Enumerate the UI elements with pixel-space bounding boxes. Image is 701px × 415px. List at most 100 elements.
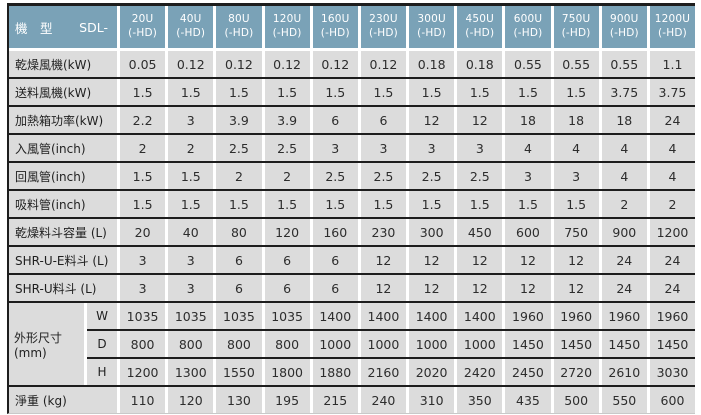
row-label: 乾燥風機(kW) (9, 51, 117, 77)
value-cell: 130 (216, 387, 262, 413)
value-cell: 1400 (409, 303, 455, 329)
value-cell: 3 (120, 247, 166, 273)
table-row: 加熱箱功率(kW) 2.2 3 3.9 3.9 6 6 12 12 18 18 18 24 (9, 105, 696, 133)
model-name: 450U (465, 13, 495, 26)
value-cell: 3 (553, 163, 599, 189)
value-cell: 2720 (553, 359, 599, 385)
value-cell: 0.05 (120, 51, 166, 77)
value-cell: 1000 (312, 331, 358, 357)
value-cell: 0.55 (553, 51, 599, 77)
value-cell: 3.9 (216, 107, 262, 133)
value-cell: 20 (120, 219, 166, 245)
column-header: 230U (-HD) (360, 6, 407, 48)
value-cell: 2 (649, 191, 696, 217)
value-cell: 1.5 (264, 79, 310, 105)
value-cell: 3030 (649, 359, 696, 385)
value-cell: 435 (505, 387, 551, 413)
value-cell: 3 (168, 107, 214, 133)
model-name: 600U (513, 13, 543, 26)
value-cell: 1.5 (120, 163, 166, 189)
value-cell: 1.5 (264, 191, 310, 217)
value-cell: 1300 (168, 359, 214, 385)
model-name: 120U (272, 13, 302, 26)
value-cell: 1.5 (216, 79, 262, 105)
table-row: 回風管(inch) 1.5 1.5 2 2 2.5 2.5 2.5 2.5 3 3 4 4 (9, 161, 696, 189)
model-name: 160U (321, 13, 350, 26)
value-cell: 600 (649, 387, 696, 413)
value-cell: 2 (168, 135, 214, 161)
value-cell: 1.5 (409, 191, 455, 217)
model-series-prefix: SDL- (79, 19, 108, 35)
model-variant: (-HD) (609, 27, 639, 39)
value-cell: 1960 (601, 303, 647, 329)
table-row: 吸料管(inch) 1.5 1.5 1.5 1.5 1.5 1.5 1.5 1.5 1.5 1.5 2… (9, 189, 696, 217)
model-variant: (-HD) (224, 27, 254, 39)
value-cell: 1000 (409, 331, 455, 357)
dimension-axis-label: H (87, 359, 117, 385)
model-variant: (-HD) (368, 27, 398, 39)
value-cell: 1800 (264, 359, 310, 385)
value-cell: 6 (264, 275, 310, 301)
value-cell: 1.5 (168, 191, 214, 217)
weight-row: 淨重 (kg) 110 120 130 195 215 240 310 350 435 500 550… (9, 385, 696, 413)
row-label: 吸料管(inch) (9, 191, 117, 217)
value-cell: 1.5 (409, 79, 455, 105)
model-name: 900U (610, 13, 639, 26)
value-cell: 1.5 (168, 79, 214, 105)
row-label: 回風管(inch) (9, 163, 117, 189)
value-cell: 1.5 (505, 79, 551, 105)
spec-table: 機 型 SDL- 20U (-HD) 40U (-HD) 80U (-HD) 120U (-H… (7, 3, 696, 414)
value-cell: 1000 (457, 331, 503, 357)
model-name: 750U (561, 13, 591, 26)
value-cell: 3 (409, 135, 455, 161)
value-cell: 2.5 (216, 135, 262, 161)
model-type-label: 機 型 (15, 20, 53, 36)
model-name: 80U (228, 13, 250, 26)
value-cell: 3 (168, 247, 214, 273)
model-variant: (-HD) (128, 27, 158, 39)
value-cell: 0.12 (312, 51, 358, 77)
table-row: SHR-U-E料斗 (L) 3 3 6 6 6 12 12 12 12 12 24 24 (9, 245, 696, 273)
value-cell: 450 (457, 219, 503, 245)
value-cell: 2 (601, 191, 647, 217)
value-cell: 0.18 (457, 51, 503, 77)
value-cell: 6 (216, 247, 262, 273)
value-cell: 0.12 (360, 51, 407, 77)
value-cell: 0.12 (168, 51, 214, 77)
value-cell: 4 (649, 163, 696, 189)
value-cell: 3 (312, 135, 358, 161)
value-cell: 18 (553, 107, 599, 133)
column-header: 1200U (-HD) (649, 6, 696, 48)
value-cell: 3 (457, 135, 503, 161)
value-cell: 1450 (649, 331, 696, 357)
row-label: 入風管(inch) (9, 135, 117, 161)
value-cell: 24 (649, 275, 696, 301)
column-header: 120U (-HD) (264, 6, 310, 48)
value-cell: 12 (409, 107, 455, 133)
value-cell: 230 (360, 219, 407, 245)
dimensions-label: 外形尺寸(mm) (9, 303, 84, 385)
model-variant: (-HD) (513, 27, 543, 39)
value-cell: 1.5 (168, 163, 214, 189)
value-cell: 900 (601, 219, 647, 245)
value-cell: 1450 (505, 331, 551, 357)
value-cell: 1.5 (312, 79, 358, 105)
value-cell: 800 (264, 331, 310, 357)
model-variant: (-HD) (417, 27, 447, 39)
value-cell: 1.5 (457, 79, 503, 105)
table-row: 入風管(inch) 2 2 2.5 2.5 3 3 3 3 4 4 4 4 (9, 133, 696, 161)
value-cell: 1035 (168, 303, 214, 329)
column-header: 300U (-HD) (409, 6, 455, 48)
value-cell: 2.5 (312, 163, 358, 189)
model-name: 300U (417, 13, 446, 26)
value-cell: 18 (505, 107, 551, 133)
column-header: 160U (-HD) (312, 6, 358, 48)
model-variant: (-HD) (176, 27, 206, 39)
row-label: 淨重 (kg) (9, 387, 117, 413)
value-cell: 2020 (409, 359, 455, 385)
value-cell: 6 (312, 107, 358, 133)
value-cell: 12 (457, 275, 503, 301)
value-cell: 800 (216, 331, 262, 357)
value-cell: 1035 (264, 303, 310, 329)
model-variant: (-HD) (272, 27, 302, 39)
